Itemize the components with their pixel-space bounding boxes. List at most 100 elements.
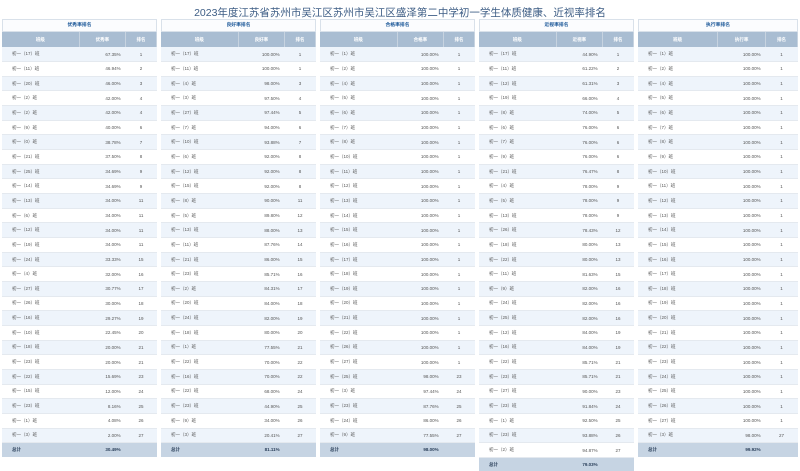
total-label-cell: 总计 [320,442,398,457]
table-row: 初一（24）班 86.00% 26 [320,413,475,429]
rank-cell: 24 [125,384,157,400]
rank-cell: 11 [284,193,316,209]
rate-cell: 78.00% [556,193,603,209]
rank-cell: 1 [765,61,798,77]
class-name-cell: 初一（2）班 [320,61,398,77]
column-header-class[interactable]: 班级 [320,32,398,47]
rank-cell: 1 [443,149,475,165]
table-row: 初一（16）班 100.00% 1 [638,252,798,268]
rate-cell: 100.00% [397,120,444,136]
column-header-class[interactable]: 班级 [638,32,719,47]
rate-cell: 98.00% [397,369,444,385]
rank-cell: 9 [602,193,634,209]
class-name-cell: 初一（10）班 [2,325,80,341]
class-name-cell: 初一（7）班 [638,120,718,136]
class-name-cell: 初一（12）班 [638,193,718,209]
rate-cell: 100.00% [717,354,766,370]
rank-cell: 8 [284,149,316,165]
table-row: 初一（16）班 84.00% 19 [479,340,634,356]
rate-cell: 85.71% [556,369,603,385]
rate-cell: 84.31% [238,281,285,297]
rate-cell: 86.00% [397,413,444,429]
rank-cell: 1 [443,61,475,77]
rate-cell: 8.16% [79,398,126,414]
rank-cell: 6 [602,120,634,136]
class-name-cell: 初一（3）班 [161,90,239,107]
rank-cell: 25 [125,398,157,414]
class-name-cell: 初一（11）班 [320,164,398,180]
table-row: 初一（16）班 70.00% 22 [161,369,316,385]
rate-cell: 100.00% [717,398,766,414]
column-header-rate[interactable]: 执行率 [717,32,767,47]
table-row: 初一（21）班 86.00% 15 [161,252,316,268]
rate-cell: 20.00% [79,354,126,370]
rank-cell: 16 [602,281,634,297]
rank-cell: 11 [125,237,157,253]
rank-cell: 21 [125,354,157,370]
class-name-cell: 初一（7）班 [479,134,557,151]
table-row: 初一（11）班 87.76% 14 [161,237,316,253]
rank-cell: 4 [125,105,157,121]
total-rank-cell [125,442,157,457]
class-name-cell: 初一（23）班 [479,398,557,414]
rank-cell: 20 [284,325,316,341]
rate-cell: 100.00% [717,281,766,297]
table-header-row: 班级 近视率 排名 [479,32,634,47]
rank-cell: 1 [765,164,798,180]
rate-cell: 38.78% [79,134,126,151]
class-name-cell: 初一（23）班 [161,266,239,282]
column-header-class[interactable]: 班级 [479,32,557,47]
column-header-class[interactable]: 班级 [161,32,239,47]
rank-cell: 18 [284,296,316,312]
rate-cell: 100.00% [717,149,766,165]
class-name-cell: 初一（1）班 [320,47,398,63]
rank-cell: 25 [284,398,316,414]
column-header-rate[interactable]: 良好率 [238,32,286,47]
rank-cell: 6 [284,120,316,136]
column-header-class[interactable]: 班级 [2,32,80,47]
class-name-cell: 初一（15）班 [161,178,239,195]
column-header-rank[interactable]: 排名 [284,32,316,47]
total-rate-cell: 79.03% [556,457,603,471]
rate-cell: 20.41% [238,428,285,444]
table-row: 初一（10）班 100.00% 1 [638,164,798,180]
rank-cell: 26 [602,428,634,444]
column-header-rate[interactable]: 优秀率 [79,32,127,47]
rate-cell: 100.00% [397,296,444,312]
class-name-cell: 初一（12）班 [479,325,557,341]
class-name-cell: 初一（18）班 [161,325,239,341]
class-name-cell: 初一（17）班 [479,47,557,63]
panel-title: 近视率排名 [479,19,634,32]
rate-cell: 100.00% [717,340,766,356]
rate-cell: 91.84% [556,398,603,414]
rank-cell: 27 [443,428,475,444]
rate-cell: 74.00% [556,105,603,121]
rank-cell: 1 [765,325,798,341]
rate-cell: 46.00% [79,76,126,92]
class-name-cell: 初一（4）班 [2,266,80,282]
rate-cell: 32.00% [79,266,126,282]
column-header-rank[interactable]: 排名 [765,32,798,47]
table-row: 初一（25）班 98.00% 23 [320,369,475,385]
column-header-rank[interactable]: 排名 [602,32,634,47]
class-name-cell: 初一（3）班 [161,428,239,444]
rank-cell: 1 [765,413,798,429]
class-name-cell: 初一（27）班 [320,354,398,370]
rate-cell: 15.69% [79,369,126,385]
table-row: 初一（25）班 82.00% 16 [479,310,634,326]
column-header-rate[interactable]: 近视率 [556,32,604,47]
class-name-cell: 初一（26）班 [479,222,557,239]
rank-cell: 27 [284,428,316,444]
class-name-cell: 初一（18）班 [320,266,398,282]
class-name-cell: 初一（11）班 [161,61,239,77]
column-header-rank[interactable]: 排名 [125,32,157,47]
rate-cell: 76.00% [556,134,603,151]
class-name-cell: 初一（2）班 [2,90,80,107]
rate-cell: 97.44% [397,384,444,400]
table-row: 初一（24）班 82.00% 19 [161,310,316,326]
rank-cell: 19 [602,325,634,341]
column-header-rank[interactable]: 排名 [443,32,475,47]
rank-cell: 6 [602,134,634,151]
column-header-rate[interactable]: 合格率 [397,32,445,47]
class-name-cell: 初一（10）班 [320,149,398,165]
